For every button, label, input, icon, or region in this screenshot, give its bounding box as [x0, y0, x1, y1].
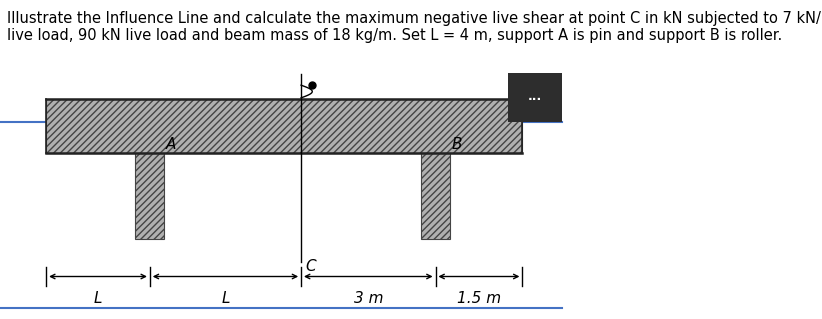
Text: ...: ... [528, 90, 542, 103]
Text: C: C [306, 259, 316, 274]
Bar [46, 100, 522, 153]
Text: L: L [94, 291, 102, 306]
Text: L: L [221, 291, 229, 306]
Text: B: B [452, 137, 462, 152]
Bar [136, 153, 164, 239]
Text: 1.5 m: 1.5 m [457, 291, 501, 306]
Bar [508, 72, 561, 122]
Bar [421, 153, 450, 239]
Text: A: A [166, 137, 177, 152]
Text: Illustrate the Influence Line and calculate the maximum negative live shear at p: Illustrate the Influence Line and calcul… [7, 11, 822, 43]
Text: 3 m: 3 m [353, 291, 383, 306]
